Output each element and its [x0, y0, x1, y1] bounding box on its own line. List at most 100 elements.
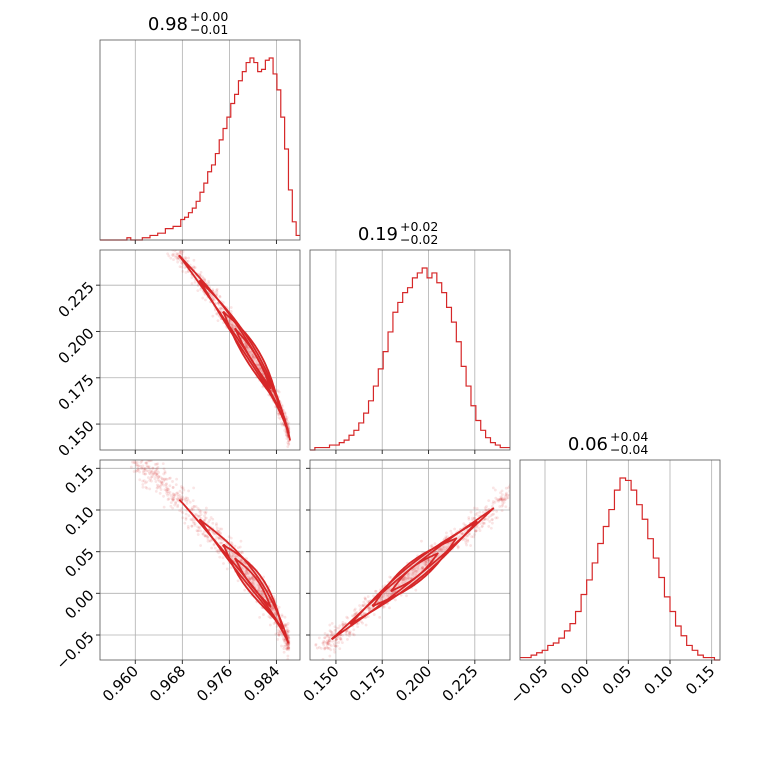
- scatter-point: [285, 417, 288, 421]
- scatter-point: [147, 465, 151, 469]
- scatter-point: [361, 621, 364, 625]
- scatter-point: [326, 641, 330, 645]
- scatter-point: [218, 294, 222, 298]
- scatter-point: [160, 481, 164, 485]
- scatter-point: [160, 242, 163, 245]
- scatter-point: [138, 202, 141, 205]
- scatter-point: [157, 224, 160, 227]
- scatter-point: [515, 488, 518, 491]
- scatter-point: [152, 227, 155, 230]
- scatter-point: [287, 643, 291, 647]
- scatter-point: [521, 478, 524, 481]
- x-tick-label: 0.968: [146, 662, 189, 705]
- scatter-point: [155, 462, 158, 466]
- scatter-point: [493, 488, 497, 492]
- scatter-point: [132, 199, 135, 202]
- scatter-point: [178, 265, 182, 269]
- scatter-point: [286, 629, 290, 633]
- scatter-point: [439, 548, 443, 552]
- scatter-point: [549, 467, 552, 470]
- scatter-point: [287, 442, 291, 446]
- scatter-point: [156, 465, 160, 469]
- scatter-point: [238, 545, 242, 549]
- scatter-point: [369, 606, 373, 610]
- scatter-point: [157, 223, 160, 226]
- scatter-point: [138, 470, 141, 474]
- scatter-point: [540, 469, 543, 472]
- scatter-point: [323, 646, 327, 650]
- scatter-point: [543, 470, 546, 473]
- scatter-point: [499, 491, 502, 495]
- scatter-point: [322, 639, 326, 643]
- scatter-point: [166, 487, 170, 491]
- scatter-point: [258, 586, 261, 590]
- scatter-point: [171, 486, 175, 489]
- scatter-point: [176, 252, 179, 256]
- scatter-point: [156, 462, 160, 466]
- scatter-point: [531, 473, 534, 476]
- scatter-point: [464, 541, 468, 545]
- scatter-point: [178, 251, 182, 255]
- scatter-point: [136, 202, 139, 205]
- scatter-point: [326, 639, 330, 642]
- scatter-point: [527, 478, 530, 481]
- scatter-point: [187, 256, 190, 260]
- scatter-point: [175, 477, 179, 481]
- scatter-point: [171, 498, 175, 502]
- scatter-point: [535, 462, 538, 465]
- scatter-point: [152, 228, 155, 231]
- scatter-point: [317, 645, 321, 649]
- panel-border: [309, 249, 511, 451]
- contour-middle: [198, 279, 288, 430]
- scatter-point: [323, 646, 327, 650]
- scatter-point: [181, 270, 185, 273]
- scatter-point: [465, 543, 468, 547]
- scatter-point: [201, 532, 205, 536]
- scatter-point: [535, 459, 538, 462]
- scatter-point: [163, 246, 166, 249]
- scatter-point: [483, 517, 487, 521]
- scatter-point: [427, 559, 431, 562]
- scatter-point: [499, 497, 503, 501]
- scatter-point: [145, 469, 149, 473]
- scatter-point: [158, 486, 162, 489]
- scatter-point: [201, 296, 205, 300]
- scatter-point: [144, 216, 147, 219]
- scatter-point: [276, 631, 280, 635]
- scatter-point: [256, 363, 260, 367]
- scatter-point: [179, 496, 183, 500]
- scatter-point: [283, 625, 287, 629]
- scatter-point: [213, 290, 217, 294]
- scatter-point: [511, 497, 514, 500]
- scatter-point: [138, 215, 141, 218]
- scatter-point: [211, 521, 215, 525]
- scatter-point: [415, 569, 419, 573]
- scatter-point: [528, 481, 531, 484]
- scatter-point: [146, 460, 150, 462]
- scatter-point: [155, 486, 159, 490]
- scatter-point: [345, 615, 349, 619]
- scatter-point: [477, 514, 481, 518]
- scatter-point: [287, 421, 291, 425]
- scatter-point: [277, 633, 281, 637]
- scatter-point: [548, 455, 551, 458]
- scatter-point: [555, 456, 558, 459]
- scatter-point: [162, 505, 166, 509]
- scatter-point: [173, 493, 177, 497]
- scatter-point: [277, 390, 281, 394]
- scatter-point: [253, 356, 257, 360]
- scatter-point: [190, 524, 194, 528]
- scatter-point: [212, 543, 216, 547]
- scatter-point: [147, 214, 150, 217]
- scatter-point: [258, 591, 262, 594]
- y-tick-label: 0.00: [61, 586, 97, 622]
- scatter-point: [215, 549, 219, 553]
- scatter-point: [151, 228, 154, 231]
- scatter-point: [495, 510, 499, 513]
- scatter-point: [155, 473, 159, 477]
- scatter-point: [218, 295, 222, 299]
- scatter-point: [506, 496, 510, 500]
- scatter-point: [406, 576, 410, 580]
- scatter-point: [425, 562, 429, 565]
